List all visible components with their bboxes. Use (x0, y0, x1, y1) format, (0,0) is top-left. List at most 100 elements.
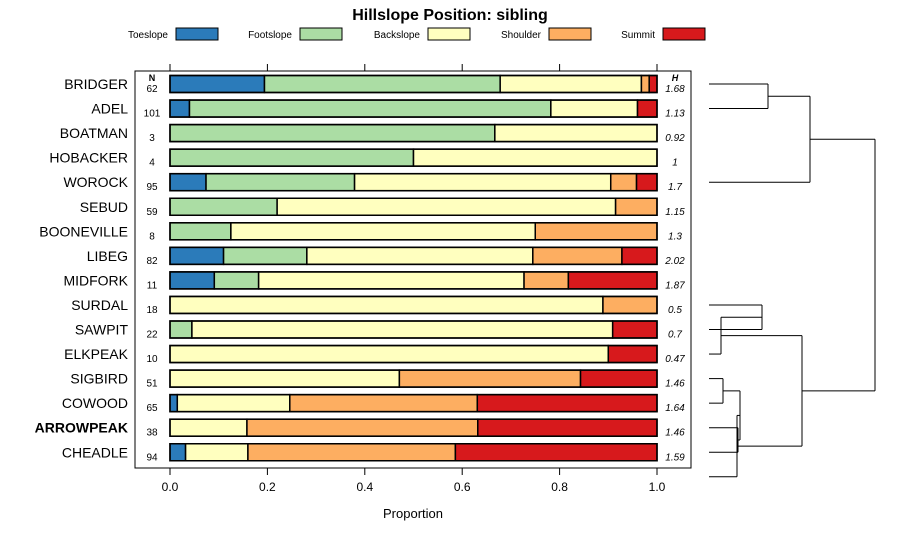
row-bridger: BRIDGER 62 1.68 (64, 74, 685, 95)
row-sawpit: SAWPIT 22 0.7 (75, 320, 682, 341)
bar-outline (169, 197, 658, 216)
h-value: 0.92 (665, 133, 685, 144)
n-value: 65 (146, 403, 158, 414)
row-libeg: LIBEG 82 2.02 (87, 246, 685, 267)
plot-frame (134, 70, 692, 469)
bar-segment-footslope (188, 99, 552, 118)
bar-segment-summit (648, 74, 658, 94)
bar-segment-backslope (230, 222, 536, 241)
bar-segment-backslope (494, 123, 658, 143)
bar-segment-footslope (169, 222, 232, 241)
h-value: 1.7 (668, 182, 682, 193)
bar-outline (169, 99, 658, 118)
bar-outline (169, 418, 658, 437)
dendrogram (709, 83, 876, 478)
bar-segment-footslope (222, 246, 308, 266)
n-value: 82 (146, 256, 158, 267)
row-midfork: MIDFORK 11 1.87 (63, 271, 685, 291)
row-booneville: BOONEVILLE 8 1.3 (39, 222, 682, 242)
bar-segment-toeslope (169, 271, 216, 290)
row-label: BRIDGER (64, 76, 128, 92)
h-column-header: H (672, 73, 679, 83)
bar-segment-backslope (257, 271, 525, 290)
n-value: 10 (146, 354, 158, 365)
legend-swatch-backslope (427, 27, 471, 41)
h-value: 1.46 (665, 379, 685, 390)
bar-outline (169, 148, 658, 167)
bar-segment-backslope (550, 99, 639, 118)
n-value: 18 (146, 305, 158, 316)
bar-segment-shoulder (247, 443, 457, 462)
x-tick-label: 0.0 (162, 480, 179, 494)
bar-segment-shoulder (640, 74, 650, 94)
h-value: 0.7 (668, 330, 682, 341)
row-hobacker: HOBACKER 4 1 (49, 148, 678, 169)
row-label: MIDFORK (63, 272, 128, 288)
row-cowood: COWOOD 65 1.64 (62, 393, 685, 414)
n-value: 3 (149, 133, 155, 144)
bar-segment-shoulder (602, 295, 658, 315)
bar-segment-shoulder (534, 222, 658, 241)
legend-label-footslope: Footslope (248, 30, 292, 41)
bar-segment-toeslope (169, 99, 191, 118)
bar-segment-footslope (169, 148, 415, 167)
bar-segment-backslope (191, 320, 614, 339)
row-elkpeak: ELKPEAK 10 0.47 (64, 344, 685, 365)
row-boatman: BOATMAN 3 0.92 (60, 123, 685, 144)
row-label: SIGBIRD (70, 371, 128, 387)
n-value: 51 (146, 379, 158, 390)
n-value: 38 (146, 428, 158, 439)
bar-segment-summit (476, 393, 658, 413)
n-column-header: N (149, 73, 156, 83)
bar-segment-backslope (169, 344, 610, 364)
row-arrowpeak: ARROWPEAK 38 1.46 (35, 418, 685, 439)
n-value: 59 (146, 207, 158, 218)
n-value: 4 (149, 158, 155, 169)
x-tick-label: 0.2 (259, 480, 276, 494)
bar-segment-summit (636, 99, 658, 118)
row-adel: ADEL 101 1.13 (91, 99, 685, 120)
bar-segment-summit (477, 418, 658, 437)
bar-segment-footslope (205, 172, 356, 192)
bar-segment-toeslope (169, 74, 266, 94)
bar-outline (169, 393, 658, 413)
bar-outline (169, 74, 658, 94)
x-axis-label: Proportion (383, 506, 443, 521)
row-label: CHEADLE (62, 444, 128, 460)
row-label: ELKPEAK (64, 346, 128, 362)
row-label: SEBUD (80, 199, 128, 215)
row-label: SAWPIT (75, 322, 129, 338)
bar-segment-backslope (184, 443, 249, 462)
bar-outline (169, 172, 658, 192)
n-value: 95 (146, 182, 158, 193)
bar-outline (169, 123, 658, 143)
bar-segment-shoulder (609, 172, 638, 192)
h-value: 2.02 (664, 256, 685, 267)
bar-segment-shoulder (398, 369, 582, 388)
bar-outline (169, 320, 658, 339)
bar-segment-summit (454, 443, 658, 462)
n-value: 11 (147, 280, 158, 291)
bar-segment-backslope (353, 172, 612, 192)
row-label: LIBEG (87, 248, 128, 264)
row-worock: WOROCK 95 1.7 (63, 172, 682, 193)
x-tick-label: 0.6 (454, 480, 471, 494)
n-value: 62 (146, 84, 158, 95)
h-value: 1.64 (665, 403, 685, 414)
bar-segment-footslope (169, 320, 193, 339)
h-value: 1.13 (665, 109, 685, 120)
x-tick-label: 0.4 (356, 480, 373, 494)
bar-segment-summit (621, 246, 658, 266)
h-value: 1.3 (668, 231, 682, 242)
bar-outline (169, 295, 658, 315)
bar-segment-backslope (306, 246, 534, 266)
bar-segment-backslope (176, 393, 291, 413)
legend-label-shoulder: Shoulder (501, 30, 542, 41)
bar-outline (169, 369, 658, 388)
top-ticks (169, 64, 658, 71)
h-value: 1.59 (665, 452, 685, 463)
bar-segment-summit (635, 172, 658, 192)
legend-swatch-footslope (299, 27, 343, 41)
